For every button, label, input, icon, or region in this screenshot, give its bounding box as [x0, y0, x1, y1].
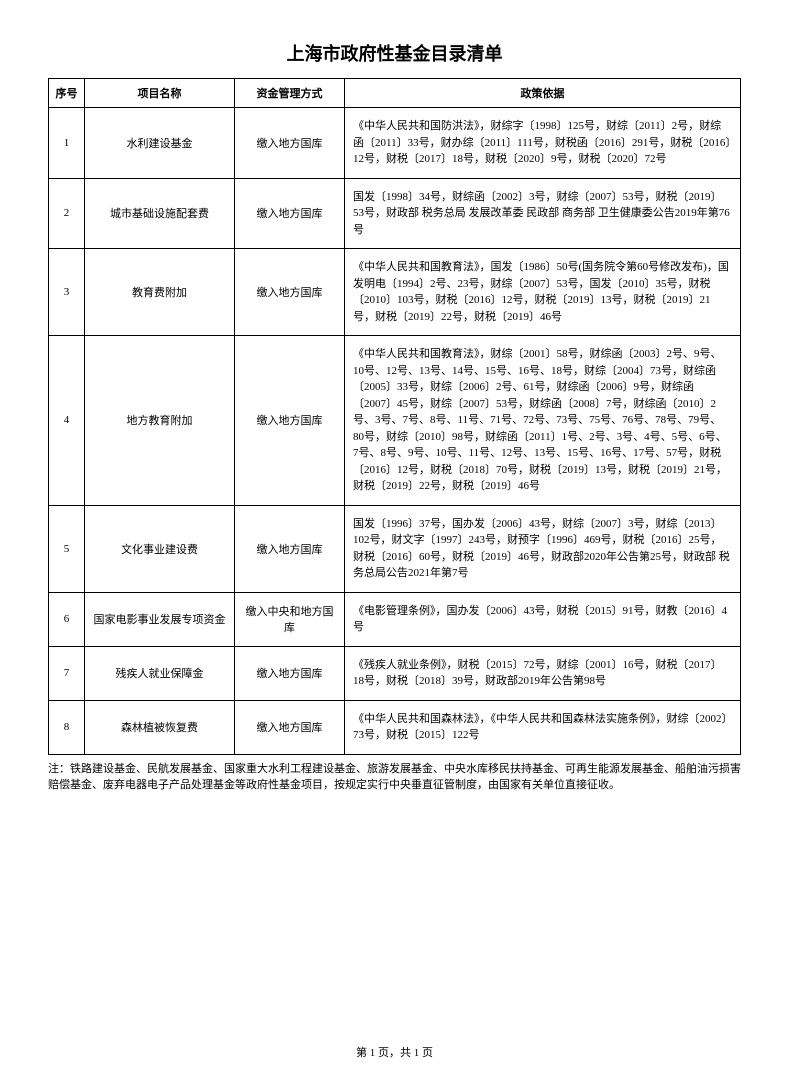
cell-seq: 7 [49, 646, 85, 700]
cell-mgmt: 缴入地方国库 [235, 178, 345, 249]
cell-name: 水利建设基金 [85, 108, 235, 179]
cell-mgmt: 缴入地方国库 [235, 336, 345, 506]
col-header-name: 项目名称 [85, 79, 235, 108]
cell-name: 文化事业建设费 [85, 505, 235, 592]
cell-seq: 1 [49, 108, 85, 179]
cell-mgmt: 缴入地方国库 [235, 505, 345, 592]
table-row: 7 残疾人就业保障金 缴入地方国库 《残疾人就业条例》，财税〔2015〕72号，… [49, 646, 741, 700]
col-header-basis: 政策依据 [345, 79, 741, 108]
table-row: 4 地方教育附加 缴入地方国库 《中华人民共和国教育法》，财综〔2001〕58号… [49, 336, 741, 506]
cell-basis: 《中华人民共和国防洪法》，财综字〔1998〕125号，财综〔2011〕2号，财综… [345, 108, 741, 179]
cell-name: 森林植被恢复费 [85, 700, 235, 754]
cell-seq: 2 [49, 178, 85, 249]
fund-table: 序号 项目名称 资金管理方式 政策依据 1 水利建设基金 缴入地方国库 《中华人… [48, 78, 741, 755]
cell-mgmt: 缴入地方国库 [235, 700, 345, 754]
cell-mgmt: 缴入地方国库 [235, 108, 345, 179]
table-row: 8 森林植被恢复费 缴入地方国库 《中华人民共和国森林法》，《中华人民共和国森林… [49, 700, 741, 754]
cell-basis: 《电影管理条例》，国办发〔2006〕43号，财税〔2015〕91号，财教〔201… [345, 592, 741, 646]
cell-basis: 国发〔1998〕34号，财综函〔2002〕3号，财综〔2007〕53号，财税〔2… [345, 178, 741, 249]
cell-name: 城市基础设施配套费 [85, 178, 235, 249]
cell-basis: 《中华人民共和国教育法》，国发〔1986〕50号(国务院令第60号修改发布)，国… [345, 249, 741, 336]
table-row: 1 水利建设基金 缴入地方国库 《中华人民共和国防洪法》，财综字〔1998〕12… [49, 108, 741, 179]
cell-seq: 5 [49, 505, 85, 592]
cell-mgmt: 缴入中央和地方国库 [235, 592, 345, 646]
cell-basis: 《残疾人就业条例》，财税〔2015〕72号，财综〔2001〕16号，财税〔201… [345, 646, 741, 700]
cell-name: 教育费附加 [85, 249, 235, 336]
cell-seq: 4 [49, 336, 85, 506]
cell-seq: 6 [49, 592, 85, 646]
page-number: 第 1 页，共 1 页 [0, 1044, 789, 1060]
table-row: 2 城市基础设施配套费 缴入地方国库 国发〔1998〕34号，财综函〔2002〕… [49, 178, 741, 249]
table-row: 5 文化事业建设费 缴入地方国库 国发〔1996〕37号，国办发〔2006〕43… [49, 505, 741, 592]
cell-mgmt: 缴入地方国库 [235, 249, 345, 336]
col-header-mgmt: 资金管理方式 [235, 79, 345, 108]
cell-seq: 8 [49, 700, 85, 754]
cell-name: 残疾人就业保障金 [85, 646, 235, 700]
cell-mgmt: 缴入地方国库 [235, 646, 345, 700]
cell-basis: 国发〔1996〕37号，国办发〔2006〕43号，财综〔2007〕3号，财综〔2… [345, 505, 741, 592]
cell-name: 地方教育附加 [85, 336, 235, 506]
table-header-row: 序号 项目名称 资金管理方式 政策依据 [49, 79, 741, 108]
cell-name: 国家电影事业发展专项资金 [85, 592, 235, 646]
cell-basis: 《中华人民共和国森林法》，《中华人民共和国森林法实施条例》，财综〔2002〕73… [345, 700, 741, 754]
table-row: 3 教育费附加 缴入地方国库 《中华人民共和国教育法》，国发〔1986〕50号(… [49, 249, 741, 336]
cell-seq: 3 [49, 249, 85, 336]
footnote: 注：铁路建设基金、民航发展基金、国家重大水利工程建设基金、旅游发展基金、中央水库… [48, 761, 741, 794]
document-title: 上海市政府性基金目录清单 [48, 40, 741, 66]
col-header-seq: 序号 [49, 79, 85, 108]
cell-basis: 《中华人民共和国教育法》，财综〔2001〕58号，财综函〔2003〕2号、9号、… [345, 336, 741, 506]
table-row: 6 国家电影事业发展专项资金 缴入中央和地方国库 《电影管理条例》，国办发〔20… [49, 592, 741, 646]
